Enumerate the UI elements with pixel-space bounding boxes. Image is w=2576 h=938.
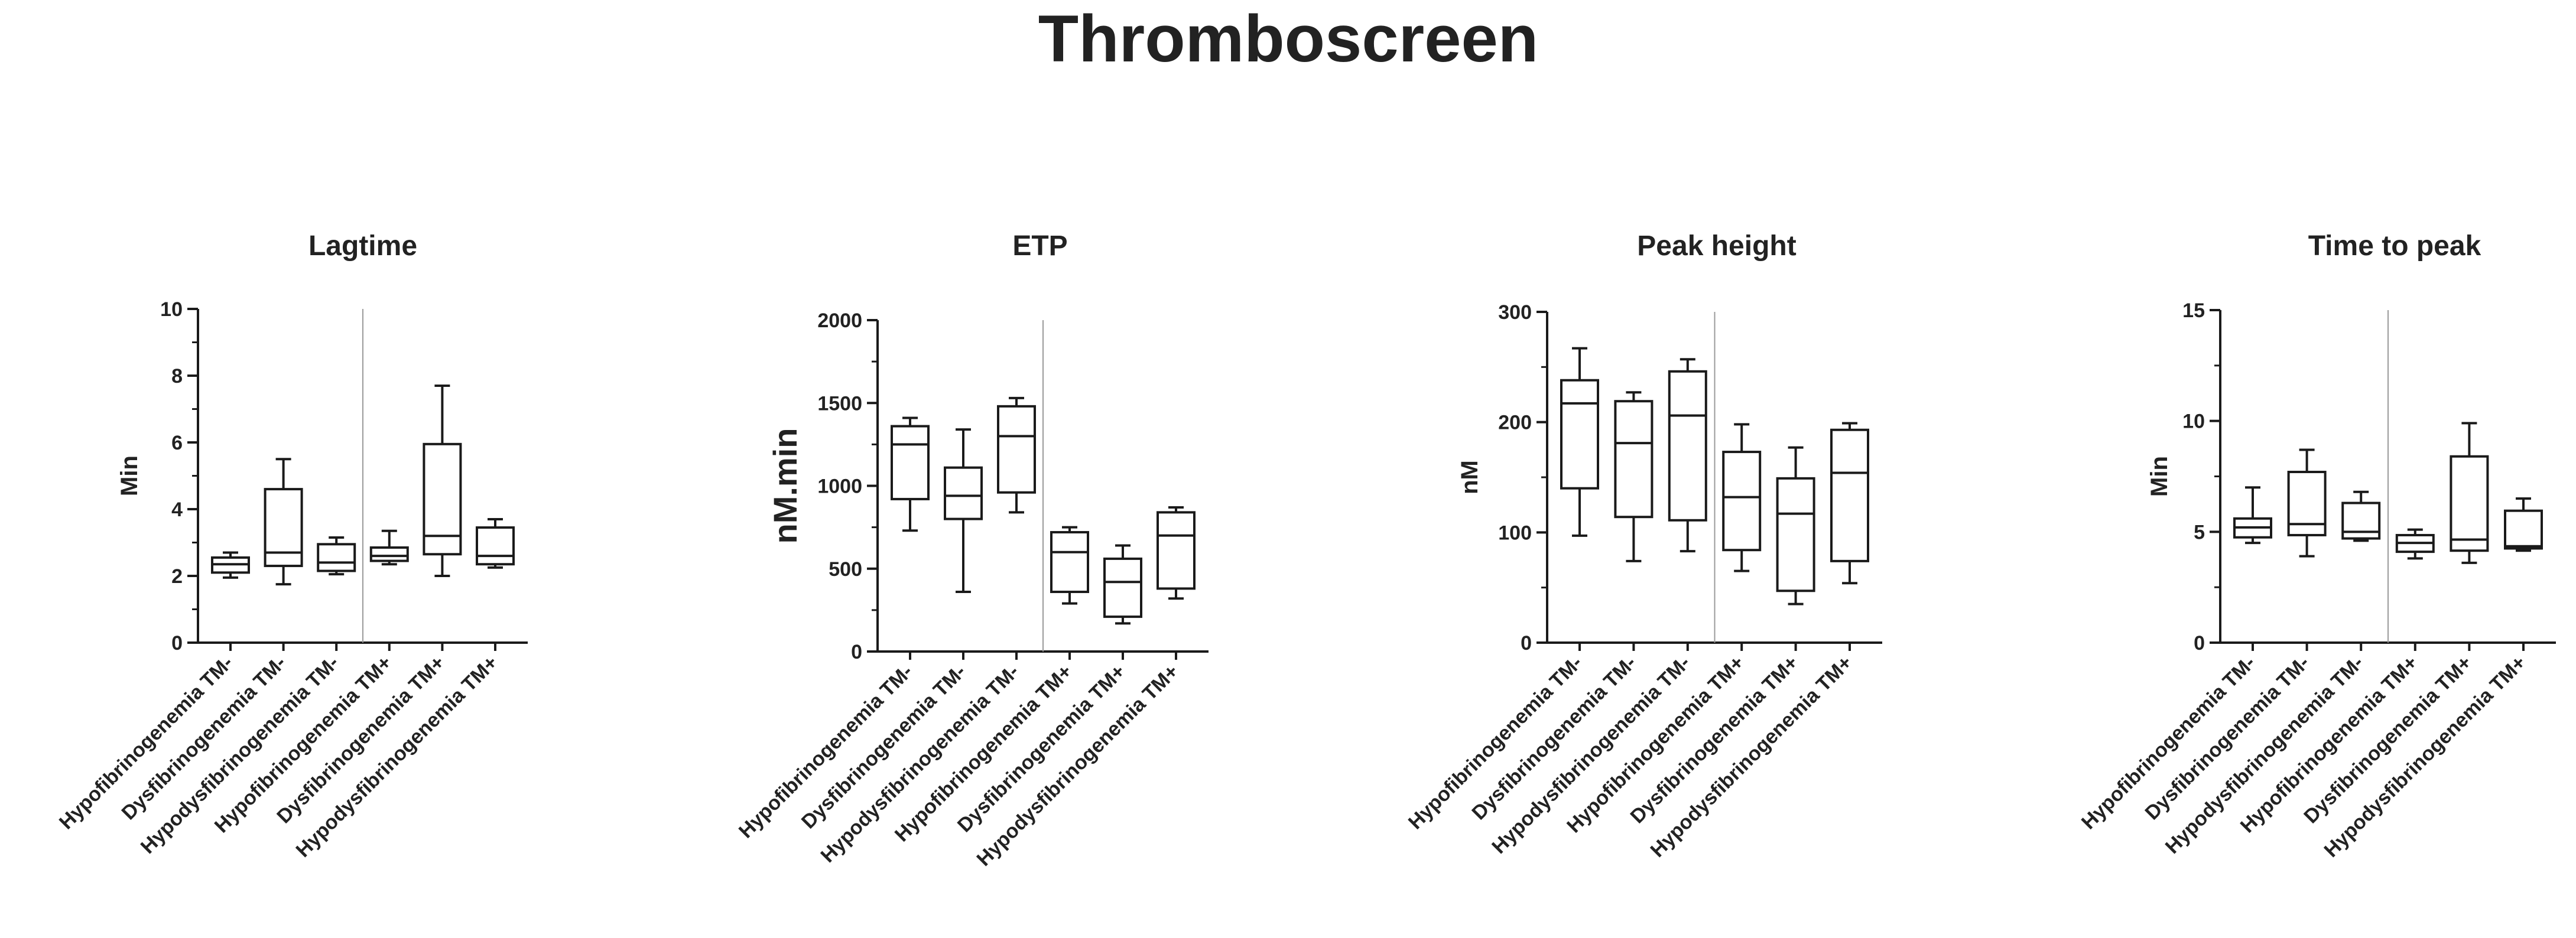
y-tick-label: 0	[2194, 632, 2205, 654]
box-4	[1722, 423, 1762, 572]
chart-title: ETP	[1012, 230, 1067, 262]
iqr-box	[2450, 455, 2489, 552]
iqr-box	[423, 442, 462, 556]
box-1	[2233, 486, 2272, 545]
y-axis-label: nM	[1457, 460, 1483, 494]
y-tick-label: 6	[171, 432, 183, 454]
box-5	[1103, 544, 1142, 625]
iqr-box	[476, 526, 515, 566]
box-6	[2504, 497, 2543, 552]
iqr-box	[2287, 470, 2327, 536]
y-tick-label: 5	[2194, 521, 2205, 543]
iqr-box	[2341, 501, 2381, 540]
box-4	[2395, 528, 2435, 560]
y-axis-label: nM.min	[766, 428, 804, 544]
box-3	[2341, 490, 2381, 542]
box-6	[1830, 422, 1869, 585]
iqr-box	[1050, 531, 1089, 594]
box-3	[997, 396, 1036, 514]
chart-panel-2: ETPnM.min0500100015002000Hypofibrinogene…	[735, 230, 1209, 871]
y-tick-label: 2000	[817, 310, 862, 332]
iqr-box	[1830, 428, 1869, 562]
box-2	[1614, 391, 1654, 562]
box-4	[1050, 526, 1089, 605]
box-2	[264, 458, 303, 586]
iqr-box	[264, 488, 303, 568]
chart-title: Lagtime	[308, 230, 417, 262]
y-tick-label: 100	[1498, 522, 1532, 544]
box-1	[211, 551, 250, 579]
iqr-box	[2504, 509, 2543, 550]
y-tick-label: 1000	[817, 475, 862, 498]
box-5	[1776, 446, 1815, 605]
iqr-box	[317, 543, 356, 572]
chart-title: Peak height	[1637, 230, 1796, 262]
y-tick-label: 2	[171, 565, 183, 588]
iqr-box	[1776, 477, 1815, 592]
box-2	[944, 428, 983, 594]
y-tick-label: 0	[851, 641, 862, 663]
y-axis-label: Min	[2146, 456, 2172, 497]
iqr-box	[997, 405, 1036, 494]
x-category-label: Hypodysfibrinogenemia TM-	[2161, 652, 2368, 858]
iqr-box	[1614, 400, 1654, 519]
box-6	[1157, 506, 1196, 600]
y-axis-label: Min	[116, 455, 142, 496]
y-tick-label: 10	[160, 298, 183, 321]
iqr-box	[944, 466, 983, 520]
iqr-box	[1722, 451, 1762, 552]
y-tick-label: 0	[1521, 632, 1532, 654]
box-4	[369, 529, 409, 566]
y-tick-label: 4	[171, 499, 183, 521]
iqr-box	[1668, 370, 1707, 522]
box-3	[1668, 358, 1707, 553]
y-tick-label: 1500	[817, 392, 862, 415]
figure-title: Thromboscreen	[1038, 2, 1538, 76]
y-tick-label: 15	[2182, 299, 2205, 322]
chart-title: Time to peak	[2308, 230, 2481, 262]
box-3	[317, 536, 356, 576]
box-2	[2287, 448, 2327, 558]
x-category-label: Hypodysfibrinogenemia TM-	[1487, 652, 1694, 858]
y-tick-label: 300	[1498, 301, 1532, 324]
y-tick-label: 200	[1498, 412, 1532, 434]
chart-panel-3: Peak heightnM0100200300Hypofibrinogenemi…	[1404, 230, 1882, 862]
iqr-box	[1103, 557, 1142, 618]
y-tick-label: 500	[829, 558, 862, 581]
iqr-box	[1560, 379, 1599, 490]
box-5	[423, 384, 462, 577]
y-tick-label: 0	[171, 632, 183, 654]
box-6	[476, 517, 515, 569]
box-5	[2450, 422, 2489, 564]
box-1	[891, 416, 930, 532]
chart-panel-4: Time to peakMin051015Hypofibrinogenemia …	[2077, 230, 2556, 862]
iqr-box	[891, 425, 930, 500]
y-tick-label: 10	[2182, 411, 2205, 433]
iqr-box	[1157, 511, 1196, 590]
iqr-box	[369, 546, 409, 562]
box-1	[1560, 347, 1599, 537]
y-tick-label: 8	[171, 365, 183, 387]
